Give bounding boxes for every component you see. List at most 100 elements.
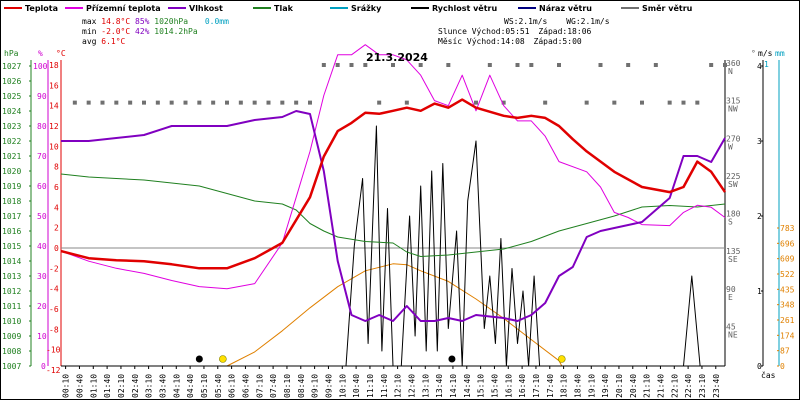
x-tick-label: 19:10	[587, 374, 596, 398]
wind-direction-point	[155, 100, 160, 105]
x-tick-label: 23:10	[698, 374, 707, 398]
wind-direction-point	[363, 63, 368, 67]
pressure-tick-label: 1014	[2, 257, 21, 266]
sun-rise-marker	[219, 355, 227, 363]
direction-tick-name: S	[728, 218, 733, 227]
axis-unit-mm: mm	[775, 49, 785, 58]
direction-tick-deg: 360	[726, 59, 741, 68]
wind-direction-point	[266, 100, 271, 105]
x-tick-label: 17:40	[546, 374, 555, 398]
direction-tick-name: SW	[728, 180, 738, 189]
x-tick-label: 16:10	[504, 374, 513, 398]
direction-tick-deg: 180	[726, 210, 741, 219]
humidity-tick-label: 70	[37, 152, 47, 161]
wind-direction-point	[584, 100, 589, 105]
wind-direction-point	[723, 63, 727, 67]
wind-direction-point	[197, 100, 202, 105]
wind-direction-point	[238, 100, 243, 105]
wind-direction-point	[252, 100, 257, 105]
wind-direction-point	[280, 100, 285, 105]
wind-direction-point	[100, 100, 105, 105]
direction-tick-deg: 270	[726, 134, 741, 143]
pressure-tick-label: 1015	[2, 242, 21, 251]
wind-direction-point	[169, 100, 174, 105]
stat-max-rain: 0.0mm	[204, 17, 229, 26]
sun-tick-label: 435	[780, 285, 795, 294]
pressure-tick-label: 1013	[2, 272, 21, 281]
wind-direction-point	[404, 100, 409, 105]
x-tick-label: 09:40	[324, 374, 333, 398]
temp-tick-label: -4	[49, 285, 59, 294]
wind-direction-point	[695, 100, 700, 105]
stat-min-label: min	[82, 27, 97, 36]
axis-unit-pct: %	[38, 49, 43, 58]
temp-tick-label: 4	[54, 203, 59, 212]
direction-tick-deg: 225	[726, 172, 741, 181]
pressure-tick-label: 1022	[2, 137, 21, 146]
x-tick-label: 00:10	[62, 374, 71, 398]
wind-direction-point	[72, 100, 77, 105]
direction-tick-deg: 90	[726, 285, 736, 294]
temp-tick-label: 16	[49, 81, 59, 90]
wind-direction-point	[86, 100, 91, 105]
wind-direction-point	[487, 63, 492, 67]
wind-direction-point	[321, 63, 326, 67]
sun-set-marker	[557, 355, 566, 363]
temp-tick-label: -8	[49, 325, 59, 334]
legend-label-teplota: Teplota	[25, 4, 58, 13]
x-tick-label: 07:10	[255, 374, 264, 398]
temperature-line	[60, 98, 727, 270]
temp-tick-label: 12	[49, 122, 59, 131]
direction-tick-name: W	[728, 142, 733, 151]
x-tick-label: 15:40	[490, 374, 499, 398]
humidity-tick-label: 50	[37, 212, 47, 221]
wind-ms-tick-label: 4	[757, 62, 762, 71]
x-tick-label: 08:40	[297, 374, 306, 398]
sun-set: Západ:18:06	[538, 27, 592, 36]
humidity-tick-label: 40	[37, 242, 47, 251]
direction-tick-name: NW	[728, 105, 738, 114]
stat-max-label: max	[82, 17, 97, 26]
axis-unit-ms: m/s	[758, 49, 773, 58]
temp-tick-label: 2	[54, 224, 59, 233]
x-tick-label: 18:10	[560, 374, 569, 398]
x-tick-label: 20:40	[629, 374, 638, 398]
humidity-tick-label: 90	[37, 92, 47, 101]
pressure-tick-label: 1020	[2, 167, 21, 176]
direction-tick-name: SE	[728, 255, 738, 264]
wind-direction-point	[211, 100, 216, 105]
humidity-tick-label: 60	[37, 182, 47, 191]
direction-tick-deg: 315	[726, 97, 741, 106]
stat-min-hum: 42%	[135, 27, 150, 36]
x-tick-label: 01:10	[89, 374, 98, 398]
wind-speed-line	[61, 125, 725, 367]
wind-direction-point	[598, 63, 603, 67]
direction-tick-deg: 45	[726, 322, 736, 331]
sun-tick-label: 0	[780, 362, 785, 371]
pressure-tick-label: 1025	[2, 92, 21, 101]
legend-label-vlhkost: Vlhkost	[189, 4, 223, 13]
wind-direction-point	[681, 100, 686, 105]
wind-direction-point	[349, 63, 354, 67]
pressure-line	[60, 173, 726, 257]
temp-tick-label: -2	[49, 264, 59, 273]
legend-label-tlak: Tlak	[274, 4, 294, 13]
pressure-tick-label: 1018	[2, 197, 21, 206]
x-tick-label: 06:40	[241, 374, 250, 398]
wind-direction-point	[501, 100, 506, 105]
stat-max-temp: 14.8°C	[101, 17, 131, 26]
x-tick-label: 02:10	[117, 374, 126, 398]
stat-avg-label: avg	[82, 37, 97, 46]
sun-tick-label: 348	[780, 301, 795, 310]
temp-tick-label: 0	[54, 244, 59, 253]
legend-label-rychlost: Rychlost větru	[432, 3, 497, 13]
chart-title: 21.3.2024	[366, 51, 428, 64]
x-tick-label: 21:10	[643, 374, 652, 398]
wind-direction-point	[225, 100, 229, 105]
x-tick-label: 15:10	[477, 374, 486, 398]
x-tick-label: 18:40	[573, 374, 582, 398]
feels-like-line	[60, 44, 726, 290]
x-tick-label: 11:10	[366, 374, 375, 398]
x-tick-label: 00:40	[75, 374, 84, 398]
